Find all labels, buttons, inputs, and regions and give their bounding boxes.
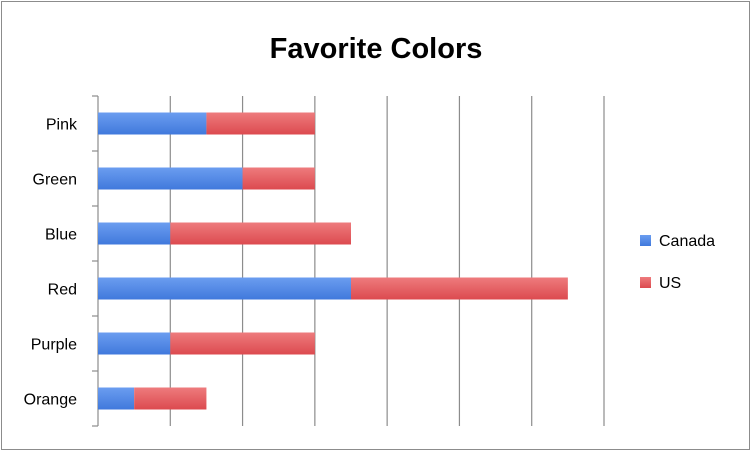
- bar-canada-red: [98, 277, 351, 300]
- bar-canada-blue: [98, 222, 171, 245]
- bar-us-green: [242, 167, 315, 190]
- legend-label-canada: Canada: [659, 233, 715, 250]
- gridlines: [169, 96, 605, 426]
- category-label: Blue: [45, 227, 77, 244]
- bar-canada-orange: [98, 387, 135, 410]
- category-label: Green: [33, 172, 77, 189]
- bars: [98, 112, 568, 410]
- chart-title: Favorite Colors: [270, 33, 483, 65]
- legend: Canada US: [640, 233, 715, 292]
- bar-us-blue: [170, 222, 351, 245]
- legend-swatch-canada: [640, 235, 651, 246]
- category-label: Purple: [31, 337, 77, 354]
- bar-us-orange: [134, 387, 207, 410]
- bar-us-red: [351, 277, 568, 300]
- category-labels: Pink Green Blue Red Purple Orange: [24, 117, 78, 409]
- bar-us-pink: [206, 112, 315, 135]
- bar-canada-pink: [98, 112, 207, 135]
- category-label: Red: [48, 282, 77, 299]
- legend-label-us: US: [659, 275, 681, 292]
- category-axis: [92, 95, 99, 427]
- bar-us-purple: [170, 332, 315, 355]
- bar-canada-purple: [98, 332, 171, 355]
- category-label: Pink: [46, 117, 78, 134]
- category-label: Orange: [24, 392, 77, 409]
- legend-swatch-us: [640, 277, 651, 288]
- bar-canada-green: [98, 167, 243, 190]
